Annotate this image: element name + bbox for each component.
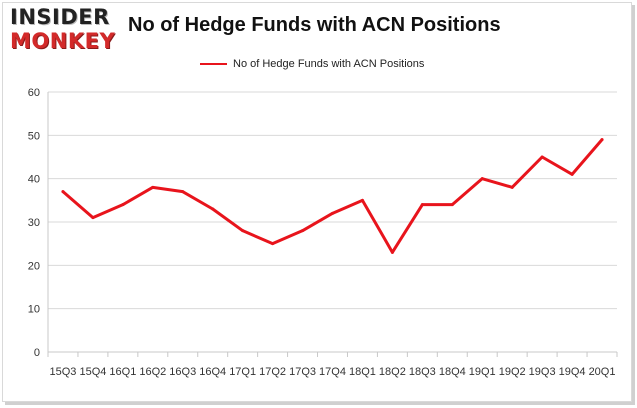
data-point — [600, 138, 604, 142]
x-tick-label: 17Q4 — [319, 366, 346, 378]
x-tick-label: 20Q1 — [589, 366, 616, 378]
insider-monkey-logo: INSIDER MONKEY — [10, 7, 118, 55]
x-tick-label: 17Q3 — [289, 366, 316, 378]
x-tick-label: 15Q3 — [50, 366, 77, 378]
x-tick-label: 15Q4 — [79, 366, 106, 378]
x-tick-label: 18Q3 — [409, 366, 436, 378]
legend-label: No of Hedge Funds with ACN Positions — [233, 58, 425, 70]
x-tick-label: 19Q4 — [559, 366, 586, 378]
x-tick-label: 16Q3 — [169, 366, 196, 378]
data-point — [331, 211, 334, 215]
data-point — [301, 229, 305, 233]
y-tick-label: 0 — [34, 347, 40, 359]
data-point — [390, 250, 394, 254]
data-point — [360, 198, 364, 202]
y-tick-label: 30 — [28, 217, 40, 229]
data-point — [480, 177, 484, 181]
data-point — [570, 172, 574, 176]
chart-title: No of Hedge Funds with ACN Positions — [128, 14, 501, 36]
x-tick-label: 17Q1 — [229, 366, 256, 378]
series-line — [61, 138, 604, 254]
x-tick-label: 19Q3 — [529, 366, 556, 378]
data-point — [540, 155, 544, 159]
data-point — [510, 185, 514, 189]
x-tick-label: 18Q1 — [349, 366, 376, 378]
data-point — [271, 242, 275, 246]
x-tick-label: 19Q2 — [499, 366, 526, 378]
x-tick-label: 16Q1 — [109, 366, 136, 378]
y-tick-label: 10 — [28, 304, 40, 316]
legend-swatch — [200, 63, 227, 65]
y-tick-label: 60 — [28, 87, 40, 99]
data-point — [211, 207, 215, 211]
y-tick-label: 20 — [28, 260, 40, 272]
data-point — [450, 203, 454, 207]
data-point — [181, 190, 185, 194]
chart-legend: No of Hedge Funds with ACN Positions — [200, 58, 424, 70]
x-tick-label: 18Q2 — [379, 366, 406, 378]
data-point — [420, 203, 424, 207]
chart-frame — [2, 2, 632, 402]
y-tick-label: 40 — [28, 174, 40, 186]
x-tick-label: 17Q2 — [259, 366, 286, 378]
y-tick-label: 50 — [28, 130, 40, 142]
data-point — [241, 229, 245, 233]
x-tick-label: 16Q4 — [199, 366, 226, 378]
logo-text-monkey: MONKEY — [10, 29, 116, 53]
data-point — [91, 216, 95, 220]
logo-text-insider: INSIDER — [10, 5, 110, 29]
data-point — [121, 203, 125, 207]
data-point — [61, 190, 65, 194]
x-tick-label: 16Q2 — [139, 366, 166, 378]
x-tick-label: 18Q4 — [439, 366, 466, 378]
x-tick-label: 19Q1 — [469, 366, 496, 378]
data-point — [151, 185, 155, 189]
